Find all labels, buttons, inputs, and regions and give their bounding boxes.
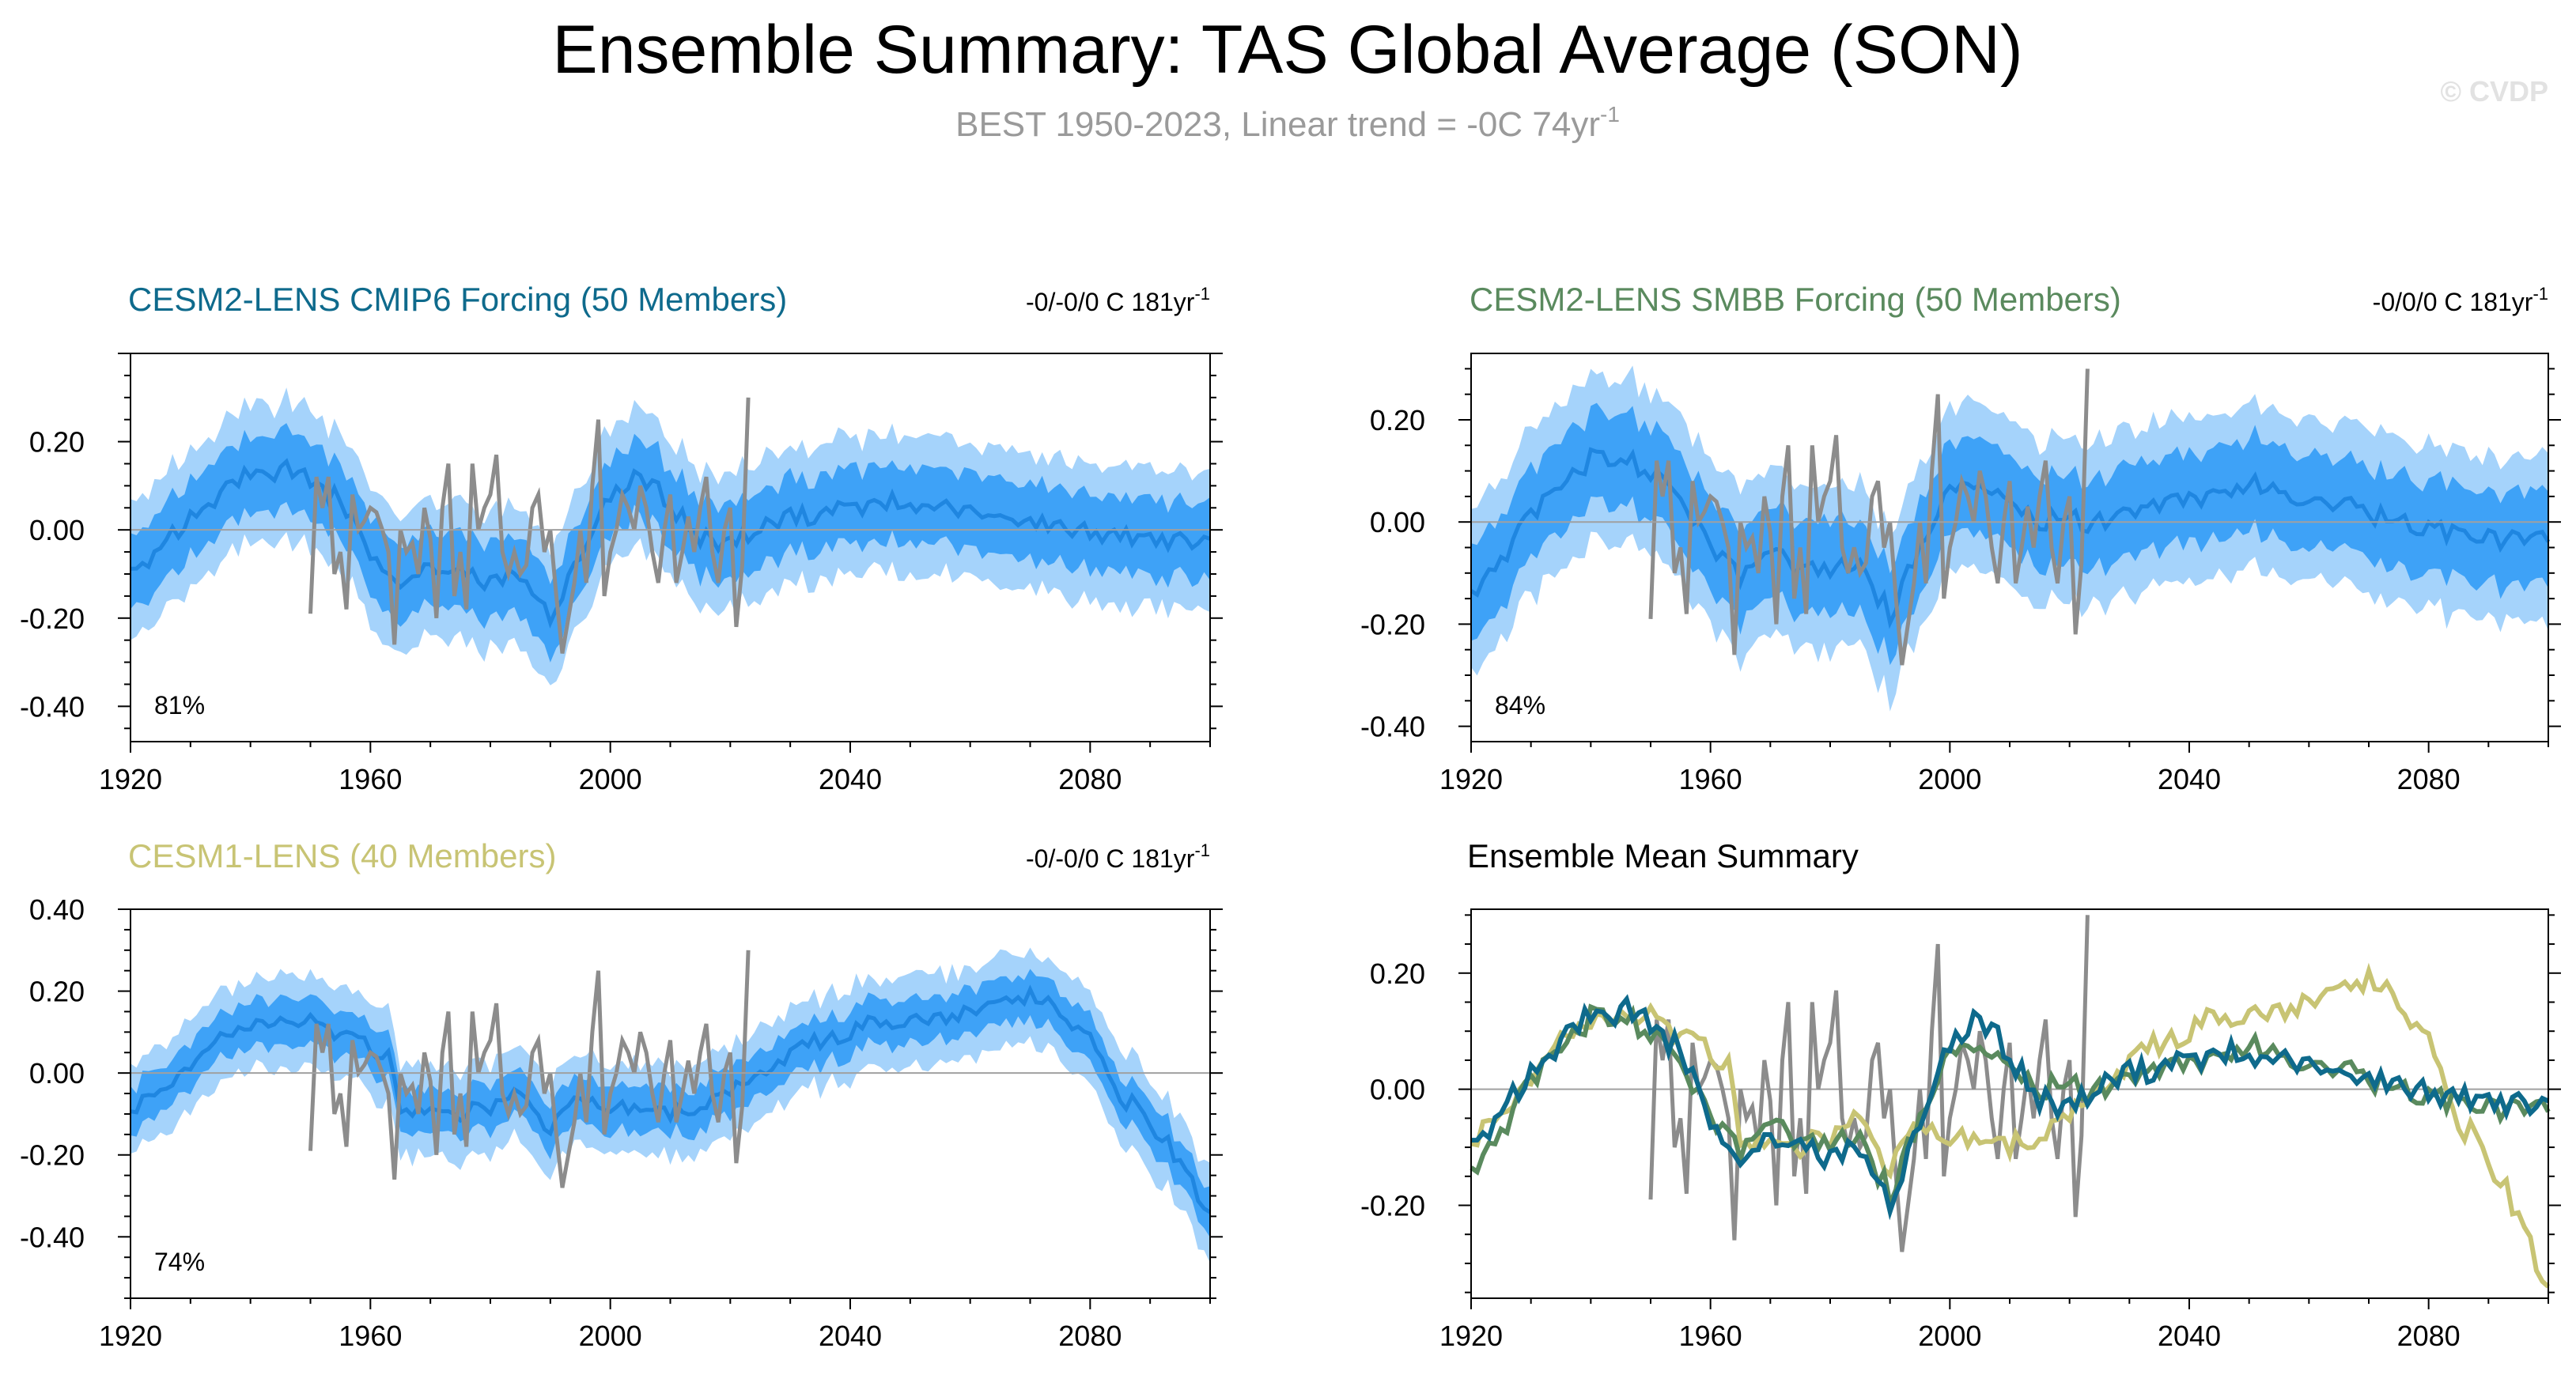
y-tick-label: -0.20 <box>1360 1190 1425 1222</box>
y-tick-label: 0.40 <box>29 893 85 926</box>
x-tick-label: 2040 <box>819 1320 882 1352</box>
panel-cesm2-cmip6: CESM2-LENS CMIP6 Forcing (50 Members) -0… <box>20 281 1223 795</box>
y-tick-label: 0.00 <box>1370 1074 1425 1106</box>
x-tick-label: 1920 <box>1439 763 1503 795</box>
y-tick-label: 0.00 <box>1370 506 1425 538</box>
plot-area-smbb: 1920 1960 2000 2040 2080 -0.40 -0.20 0.00 0.20 84… <box>1360 353 2561 795</box>
x-tick-label: 2040 <box>2158 1320 2221 1352</box>
trend-label-lens1: -0/-0/0 C 181yr-1 <box>1026 840 1210 873</box>
trend-sup-lens1: -1 <box>1194 840 1210 860</box>
x-tick-label: 1920 <box>99 1320 162 1352</box>
x-tick-label: 2000 <box>579 1320 642 1352</box>
percent-label: 74% <box>154 1248 205 1276</box>
y-tick-label: -0.20 <box>1360 608 1425 640</box>
obs-line-best <box>308 397 751 654</box>
x-tick-label: 1920 <box>99 763 162 795</box>
x-tick-label: 2040 <box>2158 763 2221 795</box>
ensemble-inner-band <box>1471 402 2548 666</box>
obs-line-best <box>308 950 751 1188</box>
obs-line-best <box>1648 368 2090 666</box>
y-tick-label: -0.40 <box>20 690 85 723</box>
summary-line-cesm1-lens <box>1470 962 2551 1289</box>
x-tick-label: 2000 <box>579 763 642 795</box>
y-tick-label: -0.40 <box>20 1221 85 1253</box>
figure-title: Ensemble Summary: TAS Global Average (SO… <box>552 12 2022 88</box>
y-tick-label: 0.20 <box>1370 404 1425 436</box>
ensemble-inner-band <box>131 423 1210 663</box>
y-tick-label: -0.20 <box>20 1139 85 1172</box>
y-tick-label: 0.20 <box>29 976 85 1008</box>
summary-line-cesm2-cmip6 <box>1470 994 2550 1221</box>
y-tick-label: 0.00 <box>29 1057 85 1090</box>
trend-text-cmip6: -0/-0/0 C 181yr <box>1026 288 1195 316</box>
subtitle-text: BEST 1950-2023, Linear trend = -0C 74yr <box>955 105 1600 144</box>
plot-area-summary: 1920 1960 2000 2040 2080 -0.20 0.00 0.20 <box>1360 908 2561 1352</box>
x-tick-label: 2080 <box>2397 1320 2461 1352</box>
summary-line-cesm2-smbb <box>1470 1003 2551 1212</box>
x-tick-label: 2000 <box>1918 763 1981 795</box>
x-tick-label: 2080 <box>2397 763 2461 795</box>
panel-title-lens1: CESM1-LENS (40 Members) <box>128 837 556 874</box>
x-tick-label: 1960 <box>339 1320 402 1352</box>
x-tick-label: 2080 <box>1058 763 1122 795</box>
subtitle-superscript: -1 <box>1600 102 1620 127</box>
y-tick-label: -0.40 <box>1360 711 1425 743</box>
x-tick-label: 1960 <box>1679 1320 1742 1352</box>
panel-cesm1-lens: CESM1-LENS (40 Members) -0/-0/0 C 181yr-… <box>20 837 1223 1352</box>
panel-title-smbb: CESM2-LENS SMBB Forcing (50 Members) <box>1470 281 2121 318</box>
x-tick-label: 2040 <box>819 763 882 795</box>
x-tick-label: 1960 <box>339 763 402 795</box>
x-tick-label: 1920 <box>1439 1320 1503 1352</box>
figure-subtitle: BEST 1950-2023, Linear trend = -0C 74yr-… <box>955 102 1620 144</box>
trend-text-lens1: -0/-0/0 C 181yr <box>1026 844 1195 873</box>
percent-label: 84% <box>1495 691 1545 719</box>
panel-title-summary: Ensemble Mean Summary <box>1467 837 1859 874</box>
x-tick-label: 2080 <box>1058 1320 1122 1352</box>
x-tick-label: 2000 <box>1918 1320 1981 1352</box>
y-tick-label: 0.00 <box>29 514 85 546</box>
watermark: © CVDP <box>2440 75 2548 108</box>
plot-area-lens1: 1920 1960 2000 2040 2080 -0.40 -0.20 0.00 0.20 0.… <box>20 893 1223 1352</box>
trend-label-cmip6: -0/-0/0 C 181yr-1 <box>1026 284 1210 316</box>
plot-frame <box>1470 908 2549 1299</box>
panel-title-cmip6: CESM2-LENS CMIP6 Forcing (50 Members) <box>128 281 787 318</box>
trend-label-smbb: -0/0/0 C 181yr-1 <box>2373 284 2548 316</box>
ensemble-inner-band <box>131 969 1210 1237</box>
plot-area-cmip6: 1920 1960 2000 2040 2080 -0.40 -0.20 0.00 0.20 81… <box>20 353 1223 795</box>
y-tick-label: 0.20 <box>1370 957 1425 990</box>
x-tick-label: 1960 <box>1679 763 1742 795</box>
y-tick-label: -0.20 <box>20 602 85 635</box>
panel-cesm2-smbb: CESM2-LENS SMBB Forcing (50 Members) -0/… <box>1360 281 2561 795</box>
trend-sup-cmip6: -1 <box>1194 284 1210 304</box>
trend-text-smbb: -0/0/0 C 181yr <box>2373 288 2533 316</box>
trend-sup-smbb: -1 <box>2532 284 2548 304</box>
y-tick-label: 0.20 <box>29 426 85 459</box>
percent-label: 81% <box>154 691 205 719</box>
panel-ensemble-mean-summary: Ensemble Mean Summary 1920 1960 2000 2040 20… <box>1360 837 2561 1352</box>
ensemble-mean-line <box>130 984 1212 1214</box>
